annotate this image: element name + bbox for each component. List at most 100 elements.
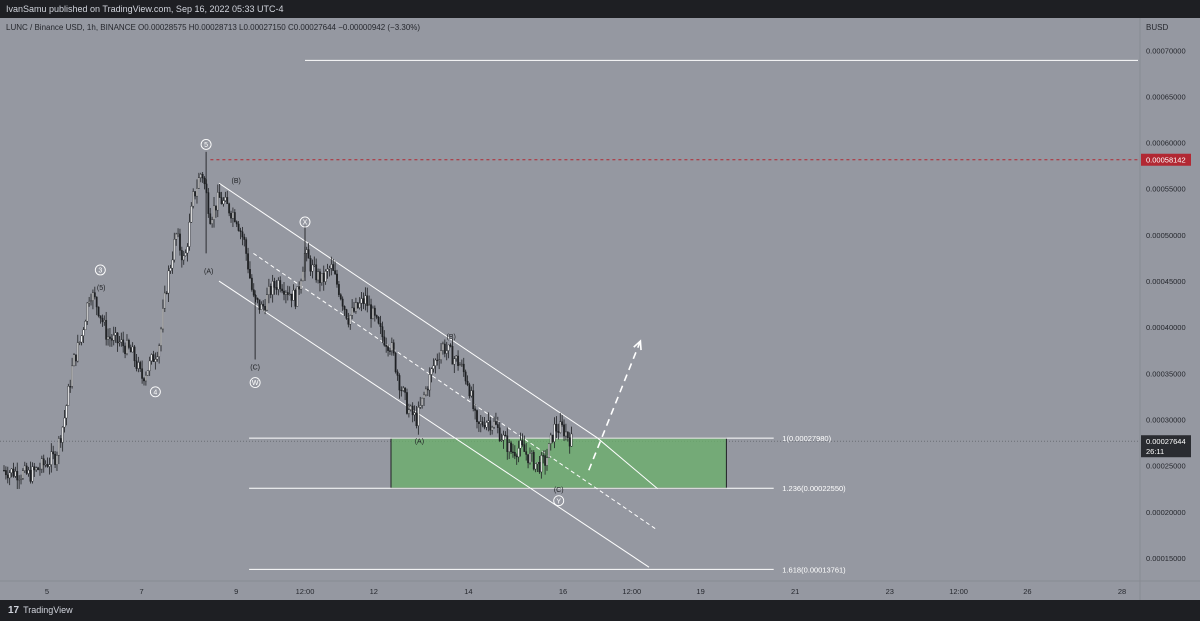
y-tick-label: 0.00060000 xyxy=(1146,139,1186,148)
wave-label: 5 xyxy=(204,142,208,149)
candle-body xyxy=(39,468,41,471)
candle-body xyxy=(474,408,477,411)
candles-layer xyxy=(3,151,573,490)
candle-body xyxy=(61,426,64,443)
candle-body xyxy=(409,405,412,410)
candle-body xyxy=(269,286,272,295)
channel-line xyxy=(218,182,598,439)
wave-label: (C) xyxy=(554,487,564,494)
candle-body xyxy=(322,272,325,282)
candle-body xyxy=(148,360,151,371)
publisher-bar: IvanSamu published on TradingView.com, S… xyxy=(0,0,1200,18)
brand-name: TradingView xyxy=(23,605,73,615)
candle-body xyxy=(179,233,181,251)
y-tick-label: 0.00025000 xyxy=(1146,462,1186,471)
candle-body xyxy=(35,467,38,471)
candle-body xyxy=(566,431,569,438)
candle-body xyxy=(288,293,291,296)
candle-body xyxy=(493,421,495,428)
candle-body xyxy=(527,454,529,464)
candle-body xyxy=(508,442,511,452)
candle-body xyxy=(504,434,507,437)
channel-line xyxy=(597,437,658,490)
chart-frame[interactable]: LUNC / Binance USD, 1h, BINANCE O0.00028… xyxy=(0,18,1200,600)
candle-body xyxy=(525,451,528,455)
x-tick-label: 23 xyxy=(886,587,894,596)
candle-body xyxy=(249,269,251,279)
candle-body xyxy=(460,363,463,366)
candle-body xyxy=(292,290,295,301)
channel-line xyxy=(218,280,650,568)
candle-body xyxy=(73,354,75,367)
candle-body xyxy=(389,350,391,352)
candle-body xyxy=(370,304,372,319)
fib-label: 1.618(0.00013761) xyxy=(782,565,846,574)
wave-label: 3 xyxy=(98,268,102,275)
candle-body xyxy=(93,292,96,298)
candle-body xyxy=(428,374,431,391)
candle-body xyxy=(347,318,350,325)
candle-body xyxy=(495,421,497,425)
candle-body xyxy=(398,375,401,391)
candle-body xyxy=(95,296,98,308)
candle-body xyxy=(129,347,132,353)
candle-body xyxy=(264,305,266,311)
last-price-tag-label: 0.00027644 xyxy=(1146,437,1186,446)
candle-body xyxy=(118,341,121,344)
candle-body xyxy=(328,268,331,270)
candle-body xyxy=(22,470,24,479)
candle-body xyxy=(52,451,55,455)
candle-body xyxy=(250,277,253,290)
candle-body xyxy=(313,264,316,266)
candle-body xyxy=(173,239,176,261)
candle-body xyxy=(476,410,478,423)
candle-body xyxy=(84,321,87,331)
candle-body xyxy=(320,272,323,284)
price-chart[interactable]: LUNC / Binance USD, 1h, BINANCE O0.00028… xyxy=(0,18,1200,600)
candle-body xyxy=(230,212,232,219)
candle-body xyxy=(519,440,522,449)
candle-body xyxy=(78,341,81,344)
candle-body xyxy=(529,453,531,464)
candle-body xyxy=(383,336,386,346)
wave-circle xyxy=(553,495,565,507)
wave-circle xyxy=(149,386,161,398)
candle-body xyxy=(281,288,284,292)
candle-body xyxy=(396,371,399,376)
candle-body xyxy=(530,452,533,454)
x-tick-label: 21 xyxy=(791,587,799,596)
candle-body xyxy=(116,332,119,344)
candle-body xyxy=(50,451,53,465)
channel-line xyxy=(253,252,658,531)
candle-body xyxy=(133,346,136,362)
candle-body xyxy=(122,339,125,347)
fib-label: 1(0.00027980) xyxy=(782,434,831,443)
tradingview-brand[interactable]: 17 TradingView xyxy=(8,600,73,621)
candle-body xyxy=(532,452,535,470)
candle-body xyxy=(48,464,51,467)
wave-label: (5) xyxy=(97,285,106,292)
candle-body xyxy=(341,298,344,307)
candle-body xyxy=(114,332,117,336)
candle-body xyxy=(33,466,36,471)
candle-body xyxy=(436,359,439,362)
x-tick-label: 9 xyxy=(234,587,238,596)
candle-body xyxy=(245,239,248,254)
wave-circle xyxy=(299,216,311,228)
candle-body xyxy=(112,334,115,341)
candle-body xyxy=(512,451,514,453)
candle-body xyxy=(162,308,164,330)
candle-body xyxy=(124,345,126,355)
candle-body xyxy=(477,421,480,424)
candle-body xyxy=(107,336,109,340)
candle-body xyxy=(559,421,562,433)
candle-body xyxy=(538,461,541,473)
candle-body xyxy=(286,292,289,295)
publisher-text: IvanSamu published on TradingView.com, S… xyxy=(6,4,284,14)
candle-body xyxy=(211,219,214,224)
candle-body xyxy=(218,192,221,198)
wave-label: (C) xyxy=(250,364,260,371)
candle-body xyxy=(247,253,249,270)
candle-body xyxy=(54,453,56,465)
